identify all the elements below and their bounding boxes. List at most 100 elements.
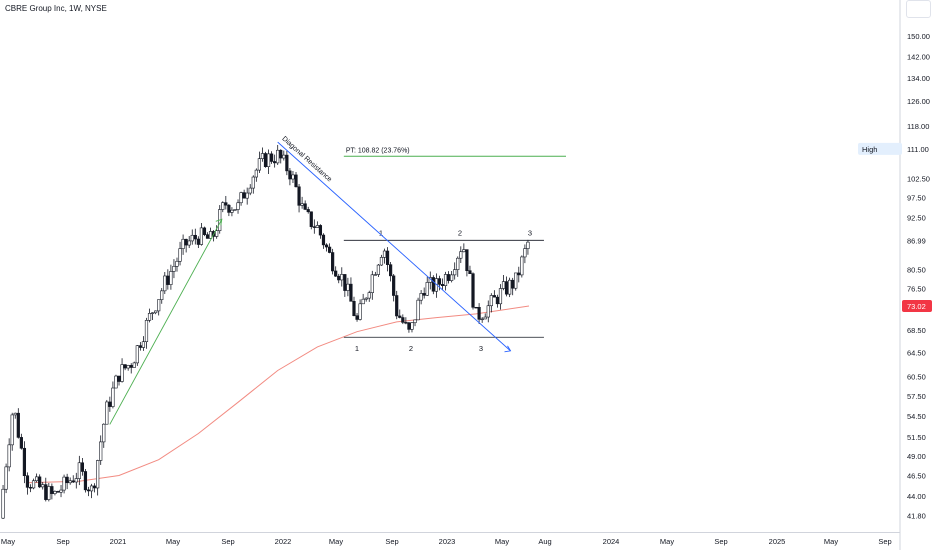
candle-body-up	[410, 322, 414, 330]
uptrend-arrow-head	[215, 218, 223, 226]
candle-body-down	[334, 270, 338, 277]
candle	[236, 199, 240, 214]
candle-body-down	[25, 475, 30, 488]
candle	[65, 473, 69, 490]
uptrend-arrow-line[interactable]	[109, 219, 223, 425]
candle-body-down	[93, 485, 97, 489]
candle	[407, 321, 411, 333]
candle	[77, 455, 81, 486]
candle-body-down	[422, 293, 426, 296]
chart-settings-button[interactable]	[906, 0, 931, 18]
candle	[297, 183, 301, 213]
time-tick-label: Sep	[221, 537, 234, 546]
candle-body-up	[248, 187, 252, 194]
candle	[511, 277, 515, 296]
candle-body-up	[358, 303, 362, 320]
diagonal-resistance-line[interactable]	[277, 141, 511, 352]
candle	[56, 490, 60, 493]
candle-body-down	[227, 204, 231, 213]
chart-title: CBRE Group Inc, 1W, NYSE	[5, 4, 107, 13]
candle-body-down	[129, 365, 133, 368]
candle	[1, 485, 5, 520]
candle-body-up	[96, 460, 100, 489]
candle-body-up	[147, 313, 152, 321]
candle-body-up	[4, 466, 8, 490]
candle-body-up	[132, 362, 136, 368]
candle	[453, 262, 457, 280]
candle	[144, 317, 149, 349]
candle-body-up	[169, 271, 173, 285]
candle-body-up	[459, 251, 463, 259]
candle-body-down	[318, 225, 323, 236]
candle	[431, 275, 435, 295]
last-price-badge	[902, 300, 932, 313]
candle-body-down	[288, 170, 292, 180]
candle-body-up	[523, 248, 527, 258]
candle-body-up	[7, 444, 11, 468]
candle-body-up	[443, 274, 448, 286]
candle	[459, 246, 463, 264]
candle	[300, 196, 304, 209]
price-axis[interactable]: 150.00 142.00 134.00 126.00 118.00 102.50 97.5…	[858, 32, 932, 521]
candle-body-down	[471, 273, 475, 308]
candle	[71, 475, 75, 483]
candle-body-down	[205, 234, 210, 239]
candle	[135, 344, 139, 366]
candle-body-up	[416, 299, 420, 321]
candle	[175, 257, 179, 272]
candle-body-down	[263, 153, 268, 167]
time-tick-label: May	[166, 537, 180, 546]
candle-body-up	[221, 202, 225, 210]
candle-body-down	[495, 296, 500, 305]
price-tick-label: 86.99	[907, 236, 926, 245]
candle	[504, 276, 509, 297]
candle-body-down	[279, 149, 283, 159]
time-tick-label: Sep	[56, 537, 69, 546]
candle-body-up	[425, 282, 429, 296]
candle	[199, 222, 204, 246]
time-axis[interactable]: May Sep 2021 May Sep 2022 May Sep 2023 May Aug 2024…	[1, 537, 892, 546]
candle-body-down	[517, 272, 521, 276]
candle-body-up	[508, 279, 512, 295]
candle-body-down	[16, 412, 20, 438]
price-tick-label: 118.00	[907, 122, 929, 131]
candle	[468, 265, 472, 274]
candle-body-down	[309, 211, 313, 227]
candle-body-up	[233, 209, 237, 211]
candle	[80, 457, 84, 476]
candle	[508, 277, 512, 298]
time-tick-label: May	[1, 537, 15, 546]
candle	[480, 317, 484, 323]
candle	[382, 248, 387, 264]
candle-body-up	[62, 476, 66, 491]
candle-body-up	[260, 153, 265, 159]
time-tick-label: Sep	[878, 537, 891, 546]
candle-body-up	[181, 238, 185, 249]
candle	[392, 273, 396, 302]
candle-body-up	[13, 412, 17, 416]
candle	[450, 270, 454, 283]
candle	[379, 254, 384, 266]
candle-body-up	[175, 260, 179, 267]
candle	[105, 399, 109, 425]
candle-body-up	[462, 249, 466, 253]
candle-body-up	[370, 274, 374, 293]
candle	[260, 147, 265, 162]
candle	[172, 259, 176, 279]
candle	[35, 473, 39, 483]
candle-body-up	[74, 478, 78, 483]
candle	[425, 276, 429, 296]
candle	[263, 151, 268, 168]
candle	[102, 423, 106, 448]
candle-body-down	[511, 279, 515, 289]
candle	[41, 481, 45, 490]
candle-body-up	[157, 299, 161, 312]
candle	[483, 313, 487, 320]
candle	[28, 484, 33, 493]
candle	[370, 270, 374, 300]
candle	[126, 364, 130, 371]
candle	[288, 167, 292, 186]
time-tick-label: 2025	[769, 537, 786, 546]
time-tick-label: 2021	[110, 537, 127, 546]
